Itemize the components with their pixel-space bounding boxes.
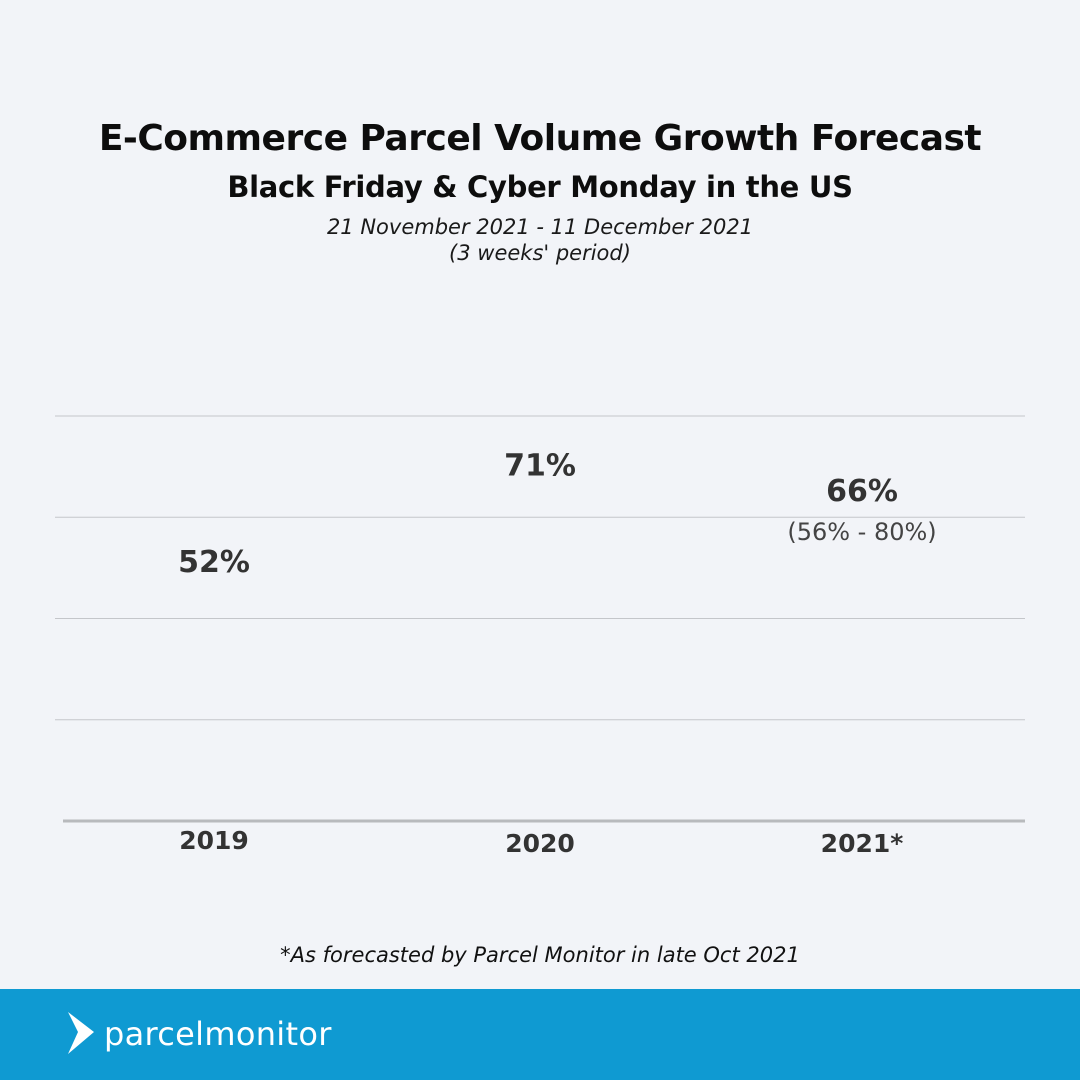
chart-title: E-Commerce Parcel Volume Growth Forecast — [98, 118, 982, 159]
forecast-range-label: (56% - 80%) — [787, 518, 936, 546]
parcelmonitor-logo: parcelmonitor — [66, 1010, 332, 1058]
value-label-2021: 66% — [826, 474, 898, 509]
period-note: (3 weeks' period) — [449, 241, 631, 265]
date-range: 21 November 2021 - 11 December 2021 — [326, 215, 754, 239]
value-label-2020: 71% — [504, 449, 576, 484]
x-tick-2021: 2021* — [821, 829, 904, 858]
parcelmonitor-arrow-icon — [68, 1012, 94, 1054]
chart-subtitle: Black Friday & Cyber Monday in the US — [227, 170, 853, 204]
footer-bar — [0, 989, 1080, 1080]
brand-name: parcelmonitor — [104, 1015, 332, 1053]
value-label-2019: 52% — [178, 545, 250, 580]
x-tick-2019: 2019 — [179, 826, 249, 855]
x-tick-2020: 2020 — [505, 829, 575, 858]
footnote: *As forecasted by Parcel Monitor in late… — [280, 943, 800, 967]
